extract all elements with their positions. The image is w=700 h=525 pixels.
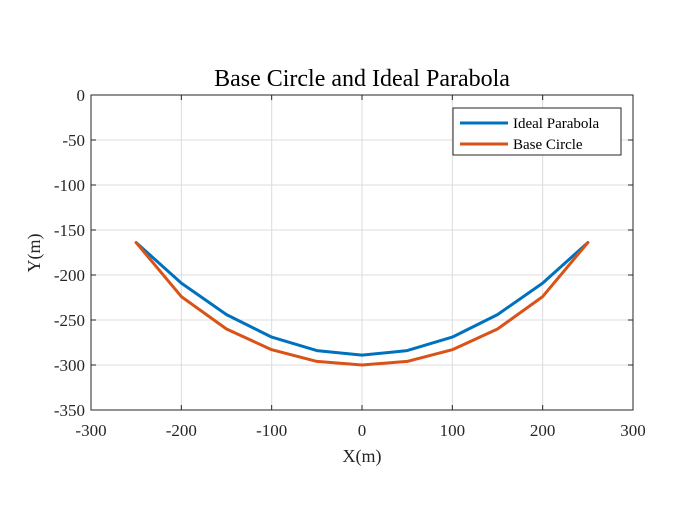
- y-tick-label: -50: [62, 131, 85, 150]
- series-line-base-circle: [134, 241, 590, 367]
- y-tick-label: -100: [54, 176, 85, 195]
- x-tick-label: -300: [75, 421, 106, 440]
- legend-label-base-circle: Base Circle: [513, 137, 583, 153]
- x-tick-label: -100: [256, 421, 287, 440]
- y-tick-label: 0: [77, 86, 86, 105]
- x-tick-label: 0: [358, 421, 367, 440]
- series-line-ideal-parabola: [134, 241, 590, 357]
- y-tick-label: -300: [54, 356, 85, 375]
- x-tick-label: 300: [620, 421, 646, 440]
- ticks: -300 -200 -100 0 100 200 300 0 -50 -100 -150 -200 -2…: [54, 86, 646, 440]
- chart-title: Base Circle and Ideal Parabola: [214, 66, 510, 92]
- plot-series: [134, 241, 590, 367]
- y-axis-label: Y(m): [24, 234, 45, 273]
- x-axis-label: X(m): [343, 446, 382, 467]
- x-tick-label: -200: [166, 421, 197, 440]
- x-tick-label: 200: [530, 421, 556, 440]
- y-tick-label: -200: [54, 266, 85, 285]
- legend-label-ideal-parabola: Ideal Parabola: [513, 116, 600, 132]
- legend: Ideal Parabola Base Circle: [452, 107, 622, 156]
- y-tick-label: -350: [54, 401, 85, 420]
- y-tick-label: -150: [54, 221, 85, 240]
- x-tick-label: 100: [440, 421, 466, 440]
- legend-box: [452, 107, 622, 156]
- y-tick-label: -250: [54, 311, 85, 330]
